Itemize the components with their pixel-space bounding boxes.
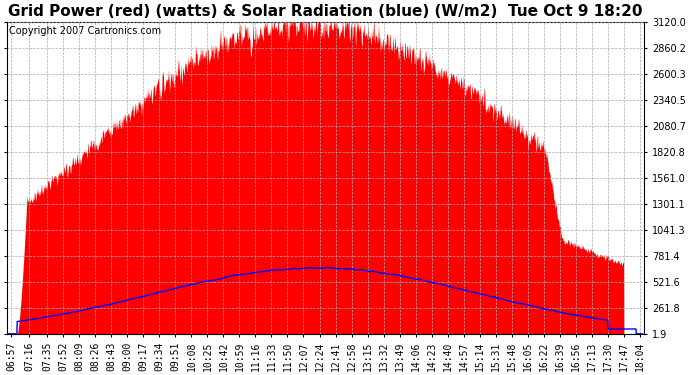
Text: Copyright 2007 Cartronics.com: Copyright 2007 Cartronics.com — [9, 26, 161, 36]
Title: Grid Power (red) (watts) & Solar Radiation (blue) (W/m2)  Tue Oct 9 18:20: Grid Power (red) (watts) & Solar Radiati… — [8, 4, 643, 19]
